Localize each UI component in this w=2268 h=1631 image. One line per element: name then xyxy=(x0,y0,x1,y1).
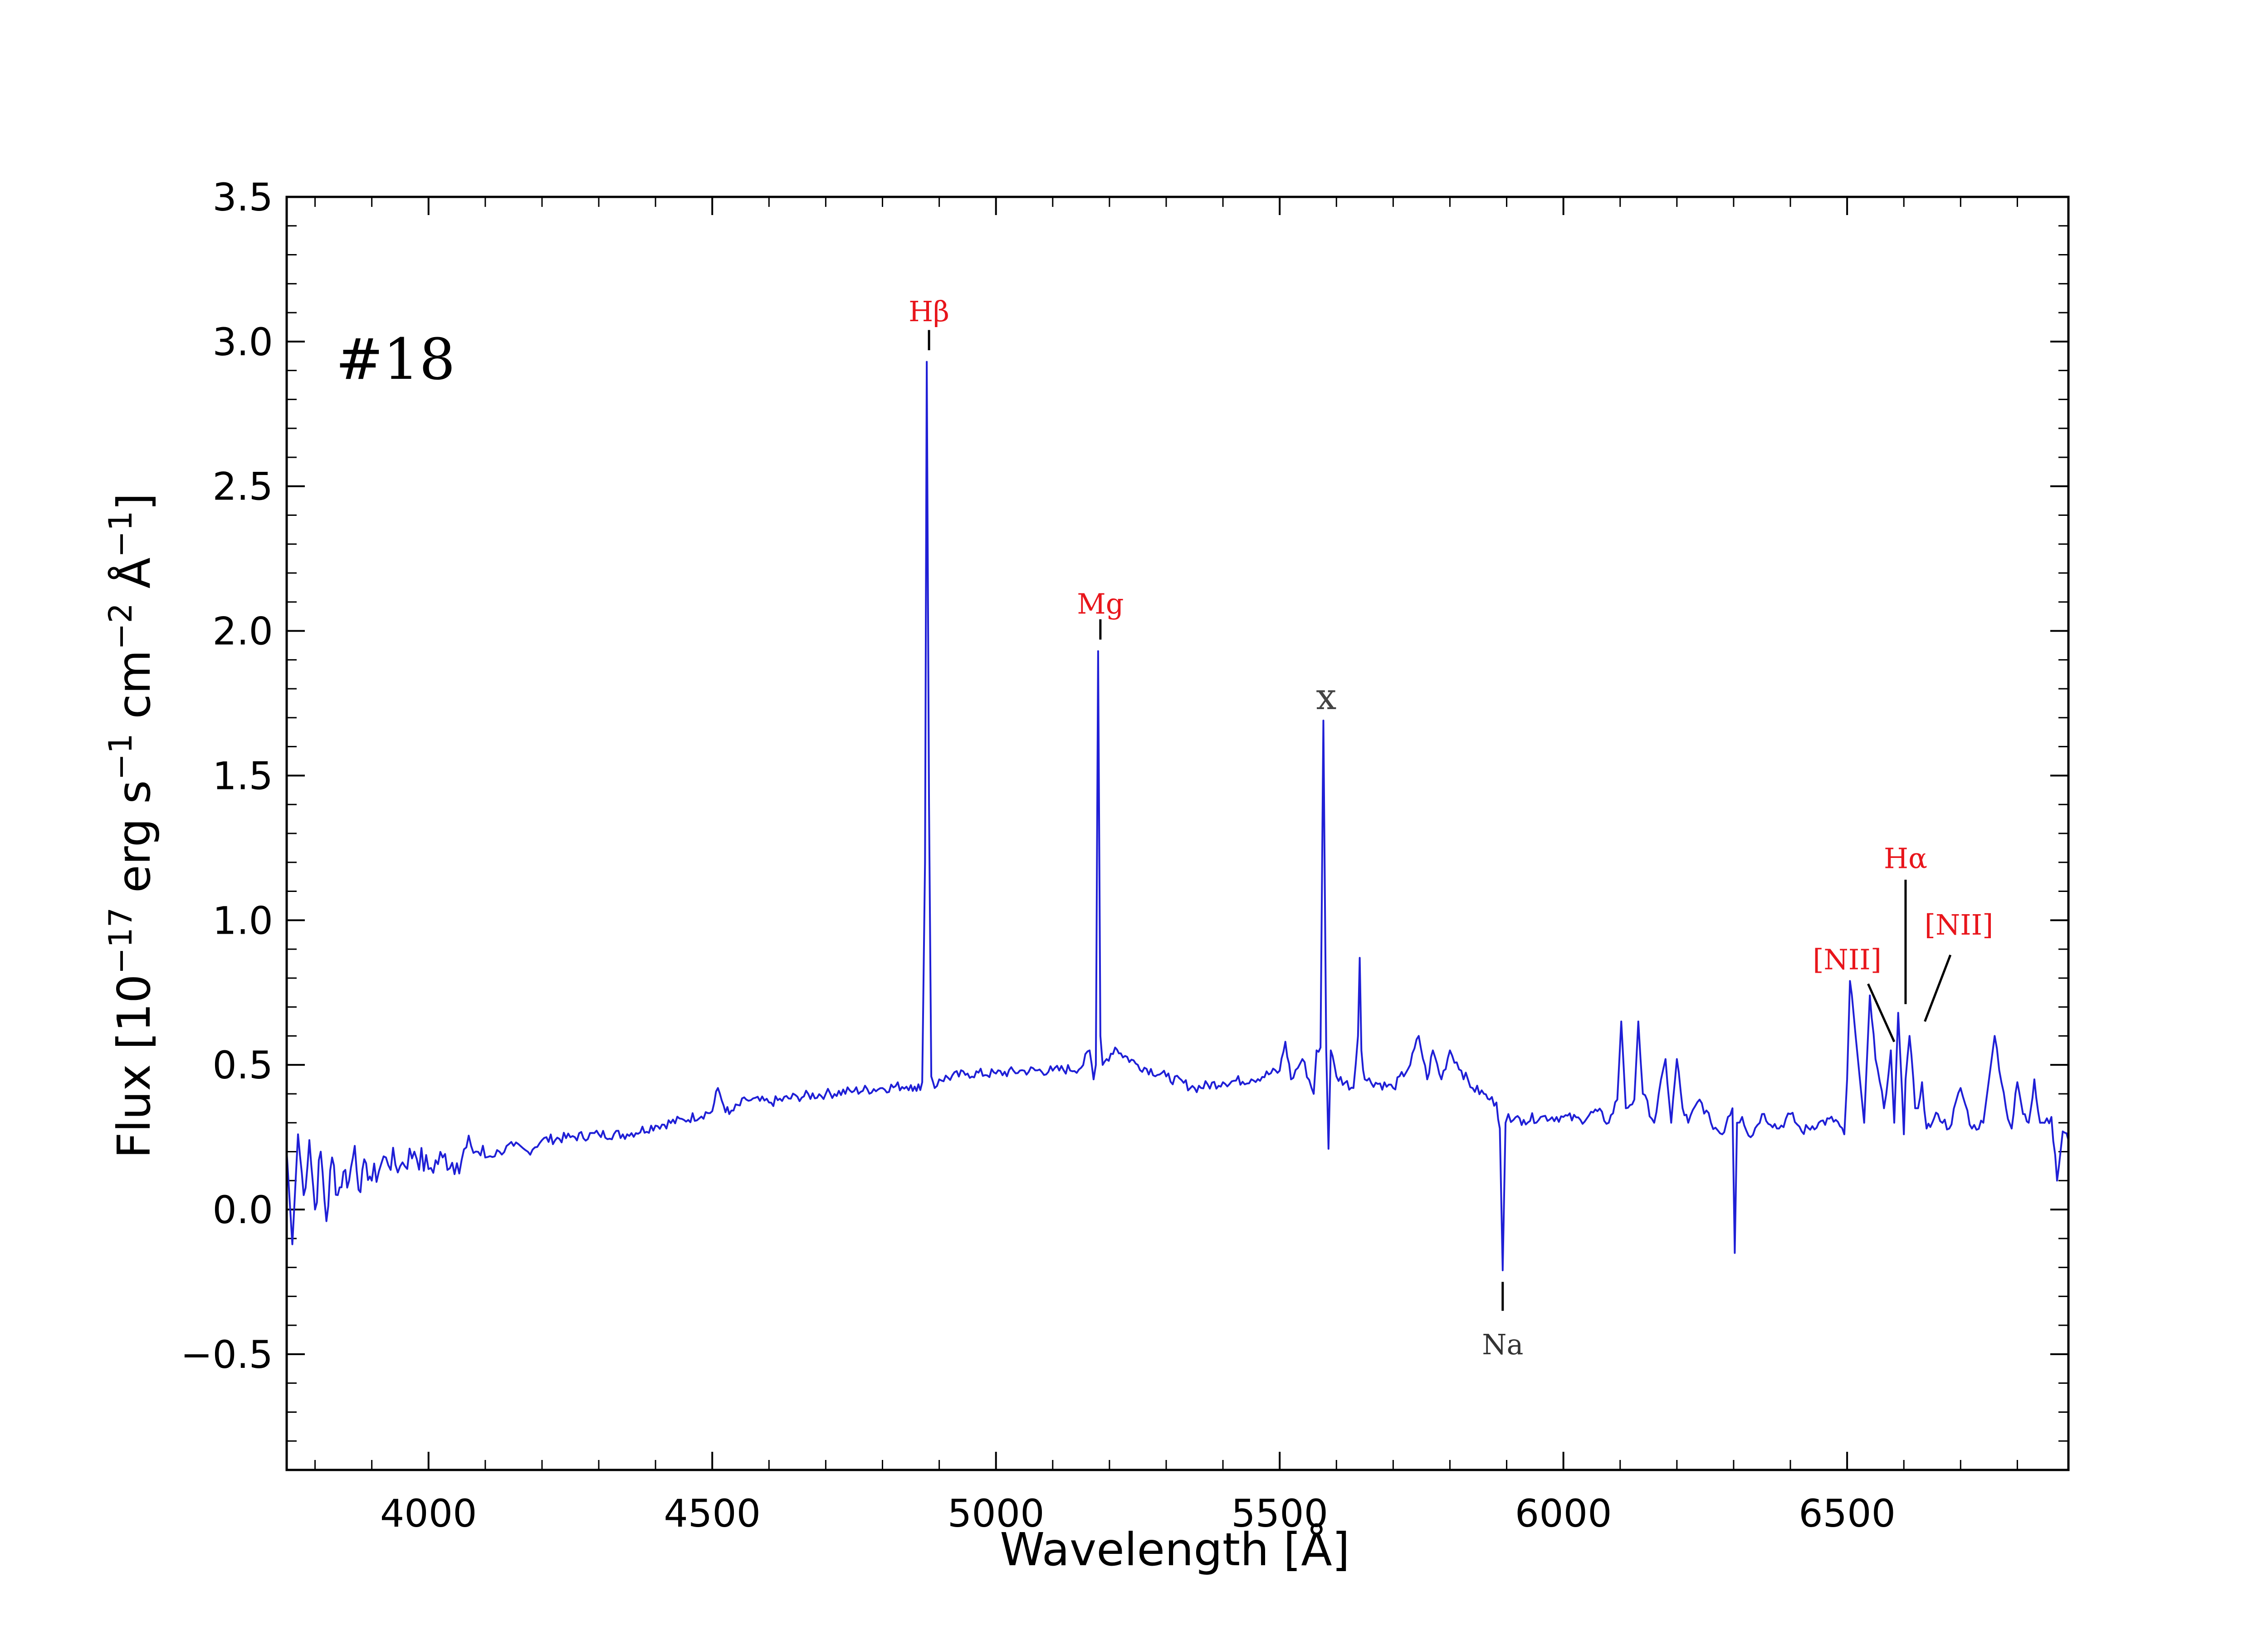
y-tick-label: 0.0 xyxy=(212,1188,273,1232)
y-tick-label: 3.5 xyxy=(212,175,273,220)
y-axis-title-exp-4: −1 xyxy=(102,511,139,558)
nii-left-marker xyxy=(1867,983,1896,1043)
sky-line-label: x xyxy=(1316,676,1336,718)
y-axis-title-exp-1: −17 xyxy=(102,907,139,975)
y-tick-label: 0.5 xyxy=(212,1043,273,1087)
y-axis-title-part-c: cm xyxy=(108,650,161,733)
y-tick-label: 2.5 xyxy=(212,465,273,509)
x-tick-label: 4000 xyxy=(380,1491,477,1536)
halpha-label: Hα xyxy=(1884,842,1927,875)
x-tick-label: 6500 xyxy=(1799,1491,1896,1536)
nii-right-marker xyxy=(1924,954,1952,1022)
x-tick-label: 5500 xyxy=(1231,1491,1328,1536)
x-tick-label: 4500 xyxy=(664,1491,761,1536)
mg-label: Mg xyxy=(1077,587,1124,620)
y-tick-label: 2.0 xyxy=(212,609,273,654)
ticks-layer: 4000 4500 5000 5500 6000 6500 −0.5 0.0 0.5 1.0 1.5… xyxy=(181,175,2068,1536)
annotation-layer: Hβ Mg x Na Hα [NII] [NII] xyxy=(909,295,1993,1361)
y-axis-title-part-e: ] xyxy=(108,493,161,511)
x-axis-title: Wavelength [Å] xyxy=(1000,1523,1349,1576)
y-axis-title-part-a: Flux [10 xyxy=(108,974,161,1158)
hbeta-label: Hβ xyxy=(909,295,949,328)
y-tick-label: 1.0 xyxy=(212,898,273,943)
x-tick-label: 5000 xyxy=(948,1491,1045,1536)
na-label: Na xyxy=(1482,1328,1523,1361)
y-axis-title-part-d: Å xyxy=(107,558,161,603)
plot-frame xyxy=(285,196,2070,1471)
y-tick-label: 1.5 xyxy=(212,754,273,798)
y-axis-title-exp-2: −1 xyxy=(102,733,139,780)
plot-layer xyxy=(286,361,2069,1271)
nii-right-label: [NII] xyxy=(1925,908,1994,941)
y-axis-title-exp-3: −2 xyxy=(102,603,139,650)
nii-left-label: [NII] xyxy=(1813,943,1882,976)
y-tick-label: 3.0 xyxy=(212,320,273,364)
y-tick-label: −0.5 xyxy=(181,1332,273,1377)
spectrum-line xyxy=(286,361,2069,1271)
y-axis-title-part-b: erg s xyxy=(108,780,161,907)
x-tick-label: 6000 xyxy=(1515,1491,1612,1536)
y-axis-title: Flux [10−17 erg s−1 cm−2 Å−1] xyxy=(102,493,161,1159)
panel-label: #18 xyxy=(336,327,455,392)
